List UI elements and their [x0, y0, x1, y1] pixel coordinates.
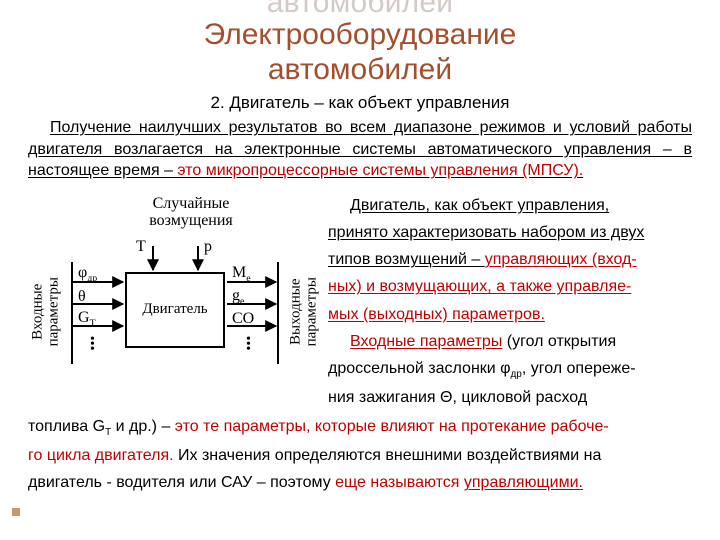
engine-diagram: Случайныевозмущения Входныепараметры Вых… — [28, 196, 320, 380]
diagram-out-3: CO — [232, 310, 254, 328]
slide-bullet-icon — [12, 508, 20, 516]
bl-line-3: двигатель - водителя или САУ – поэтому е… — [28, 469, 692, 496]
title-main: Электрооборудование автомобилей — [28, 18, 692, 87]
below-text: топлива GT и др.) – это те параметры, ко… — [28, 413, 692, 496]
section-heading: 2. Двигатель – как объект управления — [28, 93, 692, 113]
diagram-in-2: θ — [78, 288, 86, 306]
diagram-and-text-row: Случайныевозмущения Входныепараметры Вых… — [28, 192, 692, 411]
diagram-top-in-2: p — [204, 238, 212, 256]
title-line-2: автомобилей — [268, 53, 452, 86]
diagram-top-in-1: T — [136, 238, 146, 256]
rt-line-8: ния зажигания Θ, цикловой расход — [328, 384, 692, 411]
diagram-column: Случайныевозмущения Входныепараметры Вых… — [28, 192, 320, 380]
rt-line-3: типов возмущений – управляющих (вход- — [328, 246, 692, 273]
rt-line-7: дроссельной заслонки φдр, угол опереже- — [328, 355, 692, 384]
rt-line-1: Двигатель, как объект управления, — [350, 192, 692, 219]
bl-line-2: го цикла двигателя. Их значения определя… — [28, 442, 692, 469]
title-ghost: автомобилей — [28, 0, 692, 18]
diagram-dots-left: ••• — [90, 338, 95, 353]
diagram-dots-right: ••• — [246, 338, 251, 353]
rt-line-4: ных) и возмущающих, а также управляе- — [328, 273, 692, 300]
diagram-in-3: GT — [78, 309, 96, 329]
intro-paragraph: Получение наилучших результатов во всем … — [28, 117, 692, 182]
title-line-1: Электрооборудование — [204, 18, 517, 51]
right-text-column: Двигатель, как объект управления, принят… — [328, 192, 692, 411]
rt-line-6: Входные параметры (угол открытия — [350, 328, 692, 355]
rt-line-5: мых (выходных) параметров. — [328, 301, 692, 328]
bl-line-1: топлива GT и др.) – это те параметры, ко… — [28, 413, 692, 442]
diagram-out-1: Me — [232, 264, 251, 284]
intro-red: это микропроцессорные системы управления… — [177, 162, 583, 179]
diagram-out-2: ge — [232, 287, 244, 307]
diagram-lines — [28, 196, 320, 380]
rt-line-2: принято характеризовать набором из двух — [328, 219, 692, 246]
diagram-in-1: φдр — [78, 264, 97, 284]
